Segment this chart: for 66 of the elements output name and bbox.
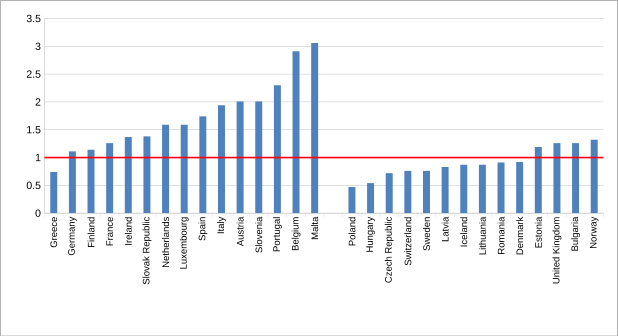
- x-tick-label: Hungary: [366, 216, 375, 252]
- bar: [143, 136, 150, 213]
- x-tick-label: Norway: [590, 216, 598, 248]
- x-tick-label: Greece: [50, 216, 58, 248]
- x-tick-label: Switzerland: [404, 217, 412, 266]
- x-tick-label: Ireland: [124, 217, 132, 245]
- bar: [590, 140, 598, 213]
- bar: [572, 142, 580, 213]
- x-tick-label: Luxembourg: [180, 217, 189, 268]
- x-tick-label: Germany: [68, 216, 77, 255]
- x-tick-label: Romania: [498, 216, 505, 254]
- bar: [386, 172, 393, 213]
- bar: [162, 124, 170, 213]
- x-tick-label: Malta: [311, 216, 318, 239]
- x-tick-label: Czech Republic: [384, 216, 394, 282]
- bar: [553, 142, 560, 213]
- y-tick-label: 1: [36, 154, 40, 161]
- bar: [180, 124, 188, 213]
- bar: [218, 105, 225, 213]
- bar: [442, 166, 449, 213]
- x-tick-label: Italy: [217, 216, 226, 233]
- x-tick-label: Denmark: [516, 216, 524, 254]
- bar: [255, 101, 262, 213]
- bar: [50, 172, 58, 213]
- x-tick-label: Spain: [198, 217, 208, 240]
- x-tick-label: Finland: [88, 217, 95, 247]
- bar: [422, 170, 430, 213]
- bar: [404, 170, 412, 213]
- bar: [460, 164, 468, 213]
- x-tick-label: Portugal: [272, 217, 282, 251]
- y-tick-label: 2.5: [26, 70, 40, 78]
- bar: [106, 142, 114, 213]
- x-tick-label: Poland: [348, 217, 356, 246]
- bar: [68, 151, 76, 213]
- bar: [534, 146, 542, 213]
- x-tick-label: Lithuania: [478, 216, 486, 254]
- x-tick-label: Slovenia: [255, 216, 262, 252]
- x-tick-label: United Kingdom: [552, 217, 562, 284]
- bar: [124, 136, 132, 213]
- x-tick-label: Slovak Republic: [142, 216, 152, 284]
- bar: [367, 182, 374, 213]
- x-tick-label: Latvia: [442, 216, 449, 241]
- bar: [498, 162, 505, 213]
- x-tick-label: Bulgaria: [571, 216, 580, 250]
- bar: [516, 162, 524, 213]
- x-tick-label: Austria: [236, 216, 244, 246]
- y-tick-label: 1.5: [27, 126, 40, 134]
- x-tick-label: Sweden: [422, 217, 430, 250]
- x-tick-label: Iceland: [460, 217, 468, 246]
- x-tick-label: Belgium: [292, 217, 300, 250]
- y-tick-label: 0: [35, 209, 40, 217]
- bar: [292, 51, 300, 213]
- bar: [274, 85, 281, 213]
- bar: [236, 101, 244, 213]
- x-tick-label: Estonia: [534, 216, 542, 248]
- y-tick-label: 3.5: [26, 14, 40, 22]
- bar: [88, 150, 95, 213]
- y-tick-label: 2: [36, 98, 40, 106]
- bar: [311, 42, 318, 213]
- y-tick-label: 3: [35, 42, 40, 50]
- bar: [478, 164, 486, 213]
- y-tick-label: 0.5: [26, 181, 40, 189]
- bar: [199, 116, 206, 213]
- x-tick-label: France: [106, 216, 113, 246]
- bar: [348, 186, 356, 213]
- x-tick-label: Netherlands: [162, 216, 170, 267]
